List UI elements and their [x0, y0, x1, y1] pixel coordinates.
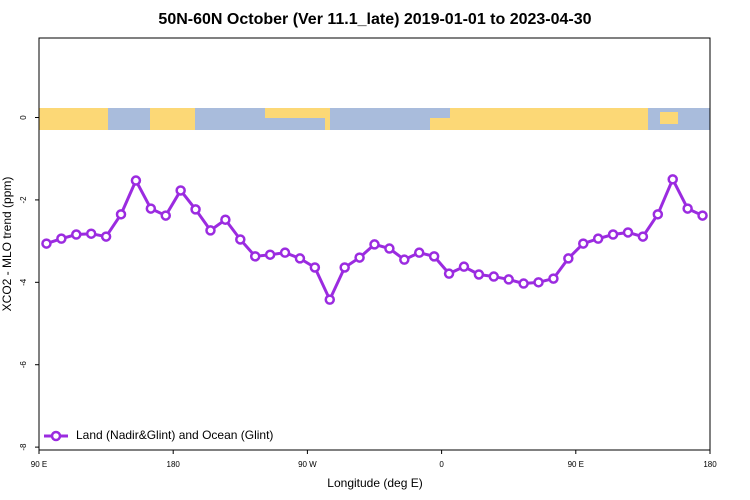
- point: [294, 253, 306, 264]
- point: [309, 262, 321, 273]
- point: [697, 210, 708, 221]
- point: [473, 269, 485, 280]
- point: [249, 251, 261, 262]
- point: [220, 214, 231, 225]
- point: [145, 203, 157, 214]
- point: [339, 262, 350, 273]
- point: [175, 185, 186, 196]
- y-tick-label: -8: [19, 443, 28, 451]
- point: [488, 271, 500, 282]
- point: [190, 204, 201, 215]
- x-tick-label: 90 E: [568, 460, 584, 469]
- point: [399, 254, 410, 265]
- point: [100, 231, 112, 242]
- point: [518, 278, 529, 289]
- point: [279, 247, 291, 258]
- y-axis-label: XCO2 - MLO trend (ppm): [0, 177, 14, 312]
- x-tick-label: 0: [439, 460, 444, 469]
- map-strip: [39, 108, 710, 130]
- point: [592, 233, 604, 244]
- point: [324, 294, 336, 305]
- point: [41, 238, 52, 249]
- point: [637, 231, 649, 242]
- point: [458, 261, 470, 272]
- y-tick-label: -2: [19, 196, 28, 204]
- point: [533, 277, 544, 288]
- legend-marker: [50, 430, 62, 442]
- y-tick-label: -6: [19, 361, 28, 369]
- point: [622, 227, 634, 238]
- point: [56, 233, 67, 244]
- x-tick-label: 180: [703, 460, 717, 469]
- point: [652, 209, 664, 220]
- x-tick-label: 90 E: [31, 460, 47, 469]
- point: [667, 174, 678, 185]
- point: [264, 249, 276, 260]
- point: [71, 229, 82, 240]
- point: [235, 234, 246, 245]
- y-tick-label: 0: [19, 115, 28, 120]
- y-tick-label: -4: [19, 278, 28, 286]
- point: [413, 247, 425, 258]
- point: [563, 253, 574, 264]
- point: [682, 203, 693, 214]
- point: [607, 229, 619, 240]
- point: [130, 175, 142, 186]
- point: [160, 210, 171, 221]
- point: [578, 238, 589, 249]
- x-axis-label: Longitude (deg E): [327, 476, 422, 490]
- point: [384, 243, 395, 254]
- point: [354, 252, 365, 263]
- point: [548, 273, 559, 284]
- point: [85, 228, 97, 239]
- point: [428, 251, 440, 262]
- point: [369, 239, 380, 250]
- point: [443, 268, 455, 279]
- point: [115, 209, 127, 220]
- legend-label: Land (Nadir&Glint) and Ocean (Glint): [76, 428, 273, 442]
- x-tick-label: 180: [167, 460, 181, 469]
- x-tick-label: 90 W: [298, 460, 317, 469]
- plot-frame: [38, 37, 711, 451]
- point: [503, 274, 514, 285]
- chart-title: 50N-60N October (Ver 11.1_late) 2019-01-…: [158, 11, 591, 28]
- point: [205, 225, 216, 236]
